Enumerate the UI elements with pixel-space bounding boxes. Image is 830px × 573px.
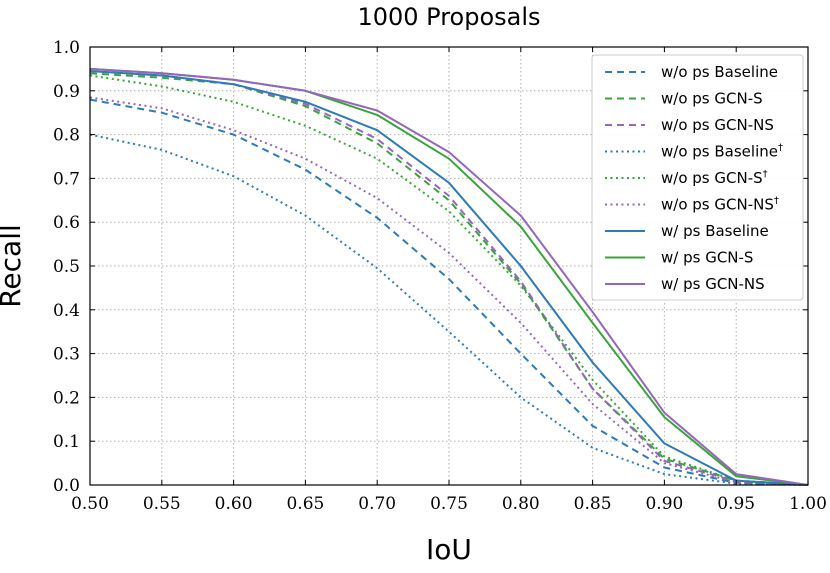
y-tick-label: 0.2 [53,388,80,408]
legend-label-text: w/o ps Baseline [661,143,778,161]
dagger-mark: † [778,143,783,154]
x-tick-label: 0.80 [502,494,540,514]
series-line-5 [89,96,809,486]
series-lines [89,67,809,486]
y-tick-label: 0.0 [53,476,80,496]
x-tick-labels: 0.50 0.55 0.60 0.65 0.70 0.75 0.80 0.85 0.90 0.95… [71,494,827,514]
x-tick-label: 0.60 [215,494,253,514]
series-line-4 [89,74,809,486]
series-line-0 [89,98,809,486]
y-tick-label: 0.8 [53,126,80,146]
x-tick-label: 0.50 [71,494,109,514]
y-tick-label: 1.0 [53,38,80,58]
y-tick-label: 0.4 [53,301,80,321]
y-tick-label: 0.6 [53,213,80,233]
y-tick-label: 0.3 [53,345,80,365]
y-axis-title: Recall [0,224,27,308]
legend-label: w/o ps GCN-NS [661,116,774,134]
legend-label: w/o ps Baseline† [661,143,783,161]
legend-label: w/o ps GCN-S [661,90,763,108]
x-tick-label: 0.85 [574,494,612,514]
legend-label-text: w/o ps GCN-NS [661,116,774,134]
y-tick-labels: 0.0 0.1 0.2 0.3 0.4 0.5 0.6 0.7 0.8 0.9 1.0 [53,38,80,496]
y-tick-label: 0.7 [53,169,80,189]
axis-ticks [89,46,809,486]
legend: w/o ps Baseline w/o ps GCN-S w/o ps GCN-NS… [591,54,804,301]
legend-label: w/ ps GCN-S [661,249,753,267]
legend-label-text: w/o ps GCN-S [661,90,763,108]
x-tick-label: 1.00 [789,494,827,514]
x-tick-label: 0.65 [286,494,324,514]
x-tick-label: 0.95 [717,494,755,514]
legend-label: w/ ps GCN-NS [661,275,765,293]
legend-label-text: w/o ps GCN-S [661,169,763,187]
chart-title: 1000 Proposals [357,3,540,31]
series-line-6 [89,70,809,486]
legend-label-text: w/ ps Baseline [661,222,769,240]
dagger-mark: † [763,169,768,180]
y-tick-label: 0.5 [53,257,80,277]
x-tick-label: 0.75 [430,494,468,514]
series-line-8 [89,67,809,486]
x-tick-label: 0.55 [143,494,181,514]
y-tick-label: 0.1 [53,432,80,452]
dagger-mark: † [774,196,779,207]
legend-label: w/o ps Baseline [661,63,778,81]
legend-label-text: w/ ps GCN-NS [661,275,765,293]
legend-label: w/o ps GCN-NS† [661,196,779,214]
legend-label-text: w/o ps Baseline [661,63,778,81]
legend-label: w/o ps GCN-S† [661,169,768,187]
x-tick-label: 0.90 [645,494,683,514]
legend-label-text: w/ ps GCN-S [661,249,753,267]
x-axis-title: IoU [426,533,472,566]
legend-box [591,54,804,301]
x-tick-label: 0.70 [358,494,396,514]
legend-label: w/ ps Baseline [661,222,769,240]
y-tick-label: 0.9 [53,82,80,102]
legend-label-text: w/o ps GCN-NS [661,196,774,214]
